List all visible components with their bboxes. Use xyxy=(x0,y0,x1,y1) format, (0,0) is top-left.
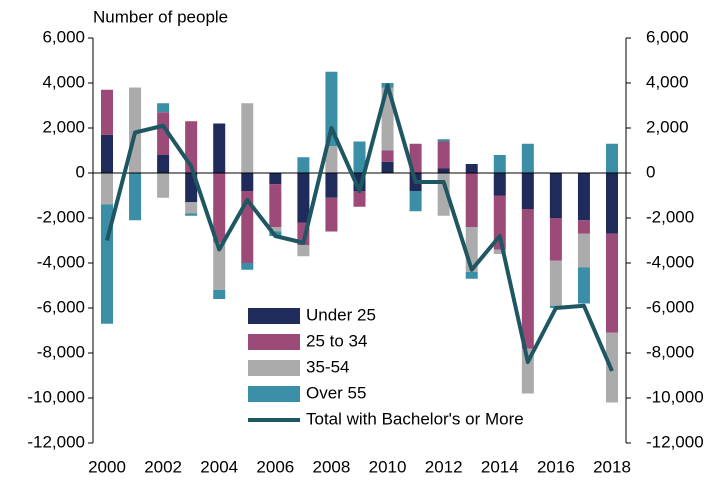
x-tick-label: 2000 xyxy=(88,457,126,476)
y2-tick-label: 2,000 xyxy=(646,117,689,136)
x-tick-label: 2010 xyxy=(369,457,407,476)
y2-tick-label: 0 xyxy=(646,162,655,181)
bar xyxy=(325,71,338,146)
y-tick-label: 0 xyxy=(76,162,85,181)
bar xyxy=(297,173,310,223)
bar xyxy=(577,220,590,234)
bar xyxy=(325,197,338,232)
bar xyxy=(521,209,534,349)
x-tick-label: 2008 xyxy=(313,457,351,476)
bar xyxy=(549,173,562,218)
bar xyxy=(577,233,590,268)
bar xyxy=(493,155,506,173)
bar xyxy=(269,227,282,232)
y-tick-label: -10,000 xyxy=(27,387,85,406)
bar xyxy=(101,134,113,173)
bar xyxy=(549,260,562,306)
bar xyxy=(157,103,170,113)
bar xyxy=(437,141,450,169)
bar xyxy=(269,173,282,185)
bar xyxy=(297,157,310,173)
bar xyxy=(129,173,142,221)
y-tick-label: 2,000 xyxy=(42,117,85,136)
legend-swatch xyxy=(248,386,300,402)
bar xyxy=(381,161,394,173)
bar xyxy=(493,195,506,250)
x-tick-label: 2006 xyxy=(256,457,294,476)
bar xyxy=(185,213,198,216)
y2-tick-label: 6,000 xyxy=(646,27,689,46)
bar xyxy=(269,184,282,227)
legend-label: 25 to 34 xyxy=(306,331,367,350)
x-tick-label: 2004 xyxy=(200,457,238,476)
x-tick-label: 2012 xyxy=(425,457,463,476)
legend-swatch xyxy=(248,308,300,324)
x-tick-label: 2014 xyxy=(481,457,519,476)
y2-tick-label: -4,000 xyxy=(646,252,694,271)
bar xyxy=(549,218,562,261)
bar xyxy=(185,202,198,214)
x-tick-label: 2018 xyxy=(593,457,631,476)
bar xyxy=(353,141,366,173)
bar xyxy=(606,173,618,234)
bar xyxy=(381,150,394,162)
y-tick-label: 4,000 xyxy=(42,72,85,91)
x-tick-label: 2002 xyxy=(144,457,182,476)
bar xyxy=(606,233,618,333)
bar xyxy=(241,263,254,270)
legend-label: Over 55 xyxy=(306,383,366,402)
bar xyxy=(521,173,534,209)
bar xyxy=(521,143,534,173)
y2-tick-label: -8,000 xyxy=(646,342,694,361)
bar xyxy=(213,290,226,299)
bar xyxy=(437,139,450,142)
bar xyxy=(465,173,478,227)
y-tick-label: 6,000 xyxy=(42,27,85,46)
y2-tick-label: -10,000 xyxy=(646,387,704,406)
bar xyxy=(241,173,254,191)
bar xyxy=(325,146,338,173)
bar xyxy=(157,173,170,198)
bar xyxy=(493,173,506,196)
legend-swatch xyxy=(248,334,300,350)
bar xyxy=(465,164,478,173)
y-axis-label: Number of people xyxy=(93,7,228,26)
y-tick-label: -6,000 xyxy=(37,297,85,316)
y-tick-label: -8,000 xyxy=(37,342,85,361)
bar xyxy=(157,155,170,173)
legend-label: Under 25 xyxy=(306,305,376,324)
bar xyxy=(493,249,506,254)
bar xyxy=(325,173,338,198)
legend-label: 35-54 xyxy=(306,357,349,376)
bar xyxy=(213,242,226,290)
y2-tick-label: -2,000 xyxy=(646,207,694,226)
bar xyxy=(101,173,113,205)
y2-tick-label: -12,000 xyxy=(646,432,704,451)
legend-label: Total with Bachelor's or More xyxy=(306,409,524,428)
bar xyxy=(241,103,254,173)
y-tick-label: -2,000 xyxy=(37,207,85,226)
bar xyxy=(353,191,366,207)
x-tick-label: 2016 xyxy=(537,457,575,476)
bar xyxy=(577,173,590,221)
bar xyxy=(157,112,170,155)
bar xyxy=(606,143,618,173)
legend-swatch xyxy=(248,360,300,376)
bar xyxy=(437,168,450,173)
total-line xyxy=(105,83,614,372)
y2-tick-label: 4,000 xyxy=(646,72,689,91)
bar xyxy=(465,272,478,279)
y-tick-label: -12,000 xyxy=(27,432,85,451)
y-tick-label: -4,000 xyxy=(37,252,85,271)
bar xyxy=(297,245,310,257)
bar xyxy=(577,267,590,304)
bar xyxy=(213,173,226,243)
bar xyxy=(101,89,113,135)
bar xyxy=(213,123,226,173)
y2-tick-label: -6,000 xyxy=(646,297,694,316)
bar xyxy=(409,191,422,212)
